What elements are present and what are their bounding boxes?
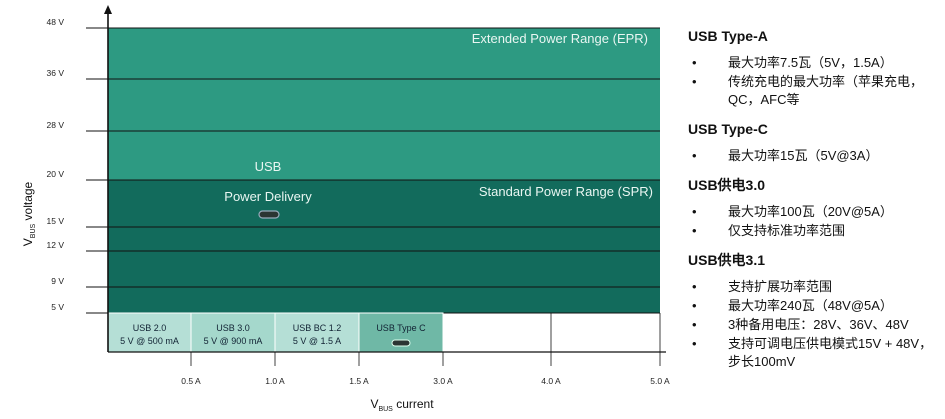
usb-pd-line1: USB — [255, 159, 282, 174]
y-axis-title-sub: BUS — [30, 223, 37, 238]
list-item-text: 最大功率7.5瓦（5V，1.5A） — [728, 55, 893, 70]
background-layer — [108, 28, 660, 352]
list-item: • 支持可调电压供电模式15V + 48V，步长100mV — [688, 335, 938, 371]
list-item: • 支持扩展功率范围 — [688, 278, 938, 296]
x-tick-label: 3.0 A — [433, 376, 453, 386]
spec-box-fill — [274, 312, 360, 353]
bullet-icon: • — [692, 317, 697, 332]
y-tick-label: 5 V — [51, 302, 64, 312]
tick-labels: 5 V 9 V 12 V 15 V 20 V 28 V 36 V 48 V 0.5 A 1.0 A… — [47, 17, 671, 386]
bullet-icon: • — [692, 298, 697, 313]
y-axis-title-main: V — [21, 238, 35, 246]
y-axis-title: VBUS voltage — [21, 181, 37, 246]
epr-region — [108, 28, 660, 180]
list-item: • 最大功率100瓦（20V@5A） — [688, 203, 938, 221]
y-tick-label: 20 V — [47, 169, 65, 179]
gridlines — [86, 27, 661, 366]
section-title: USB供电3.0 — [688, 177, 766, 193]
bullet-icon: • — [692, 336, 697, 351]
list-item: • 仅支持标准功率范围 — [688, 222, 938, 240]
bullet-list: • 支持扩展功率范围 • 最大功率240瓦（48V@5A） • 3种备用电压：28V、… — [688, 278, 938, 371]
y-tick-label: 9 V — [51, 276, 64, 286]
list-item-text: 支持扩展功率范围 — [728, 279, 833, 294]
spec-box: USB Type C — [358, 312, 444, 353]
usb-pd-line2: Power Delivery — [224, 189, 312, 204]
x-axis-title: VBUS current — [370, 397, 434, 413]
list-item-text: 最大功率15瓦（5V@3A） — [728, 148, 879, 163]
usb-c-connector-icon — [258, 210, 280, 219]
bullet-icon: • — [692, 223, 697, 238]
list-item-text: 支持可调电压供电模式15V + 48V，步长100mV — [728, 336, 933, 369]
bullet-list: • 最大功率100瓦（20V@5A） • 仅支持标准功率范围 — [688, 203, 938, 240]
section-title: USB供电3.1 — [688, 252, 766, 268]
spec-box-line1: USB BC 1.2 — [293, 323, 342, 333]
list-item-text: 传统充电的最大功率（苹果充电，QC，AFC等 — [728, 74, 924, 107]
x-axis-title-main: V — [370, 397, 378, 411]
spec-box: USB 3.0 5 V @ 900 mA — [190, 312, 276, 353]
spec-box: USB BC 1.2 5 V @ 1.5 A — [274, 312, 360, 353]
section-type-c: USB Type-C • 最大功率15瓦（5V@3A） — [688, 121, 938, 165]
usb-c-plug-icon — [391, 339, 411, 347]
list-item: • 3种备用电压：28V、36V、48V — [688, 316, 938, 334]
bullet-icon: • — [692, 279, 697, 294]
bullet-icon: • — [692, 204, 697, 219]
y-axis-title-rest: voltage — [21, 181, 35, 223]
section-title: USB Type-C — [688, 121, 768, 137]
spec-box-fill — [190, 312, 276, 353]
y-tick-label: 12 V — [47, 240, 65, 250]
spec-box-line2: 5 V @ 1.5 A — [293, 336, 341, 346]
epr-label: Extended Power Range (EPR) — [472, 31, 648, 46]
axes — [104, 5, 666, 353]
list-item: • 最大功率7.5瓦（5V，1.5A） — [688, 54, 938, 72]
spec-box-line1: USB 2.0 — [133, 323, 167, 333]
section-pd-3-0: USB供电3.0 • 最大功率100瓦（20V@5A） • 仅支持标准功率范围 — [688, 177, 938, 240]
list-item: • 最大功率240瓦（48V@5A） — [688, 297, 938, 315]
x-tick-label: 4.0 A — [541, 376, 561, 386]
list-item-text: 仅支持标准功率范围 — [728, 223, 846, 238]
x-axis-title-rest: current — [393, 397, 434, 411]
usb-spec-panel: USB Type-A • 最大功率7.5瓦（5V，1.5A） • 传统充电的最大功率… — [688, 28, 938, 383]
list-item: • 传统充电的最大功率（苹果充电，QC，AFC等 — [688, 73, 938, 109]
section-pd-3-1: USB供电3.1 • 支持扩展功率范围 • 最大功率240瓦（48V@5A） • 3种… — [688, 252, 938, 371]
spec-box-line1: USB 3.0 — [216, 323, 250, 333]
section-type-a: USB Type-A • 最大功率7.5瓦（5V，1.5A） • 传统充电的最大功率… — [688, 28, 938, 109]
y-tick-label: 36 V — [47, 68, 65, 78]
x-tick-label: 0.5 A — [181, 376, 201, 386]
spec-box-line2: 5 V @ 500 mA — [120, 336, 179, 346]
spr-label: Standard Power Range (SPR) — [479, 184, 653, 199]
list-item: • 最大功率15瓦（5V@3A） — [688, 147, 938, 165]
y-tick-label: 48 V — [47, 17, 65, 27]
list-item-text: 3种备用电压：28V、36V、48V — [728, 317, 909, 332]
y-tick-label: 15 V — [47, 216, 65, 226]
spec-box: USB 2.0 5 V @ 500 mA — [107, 312, 192, 353]
section-title: USB Type-A — [688, 28, 768, 44]
bullet-icon: • — [692, 148, 697, 163]
x-tick-label: 1.5 A — [349, 376, 369, 386]
y-tick-label: 28 V — [47, 120, 65, 130]
bullet-icon: • — [692, 55, 697, 70]
bullet-icon: • — [692, 74, 697, 89]
x-tick-label: 5.0 A — [650, 376, 670, 386]
x-axis-title-sub: BUS — [378, 406, 393, 413]
list-item-text: 最大功率240瓦（48V@5A） — [728, 298, 893, 313]
list-item-text: 最大功率100瓦（20V@5A） — [728, 204, 893, 219]
x-tick-label: 1.0 A — [265, 376, 285, 386]
spec-box-line1: USB Type C — [376, 323, 426, 333]
spec-box-line2: 5 V @ 900 mA — [204, 336, 263, 346]
bullet-list: • 最大功率15瓦（5V@3A） — [688, 147, 938, 165]
y-axis-arrow — [104, 5, 112, 14]
bullet-list: • 最大功率7.5瓦（5V，1.5A） • 传统充电的最大功率（苹果充电，QC，AF… — [688, 54, 938, 109]
